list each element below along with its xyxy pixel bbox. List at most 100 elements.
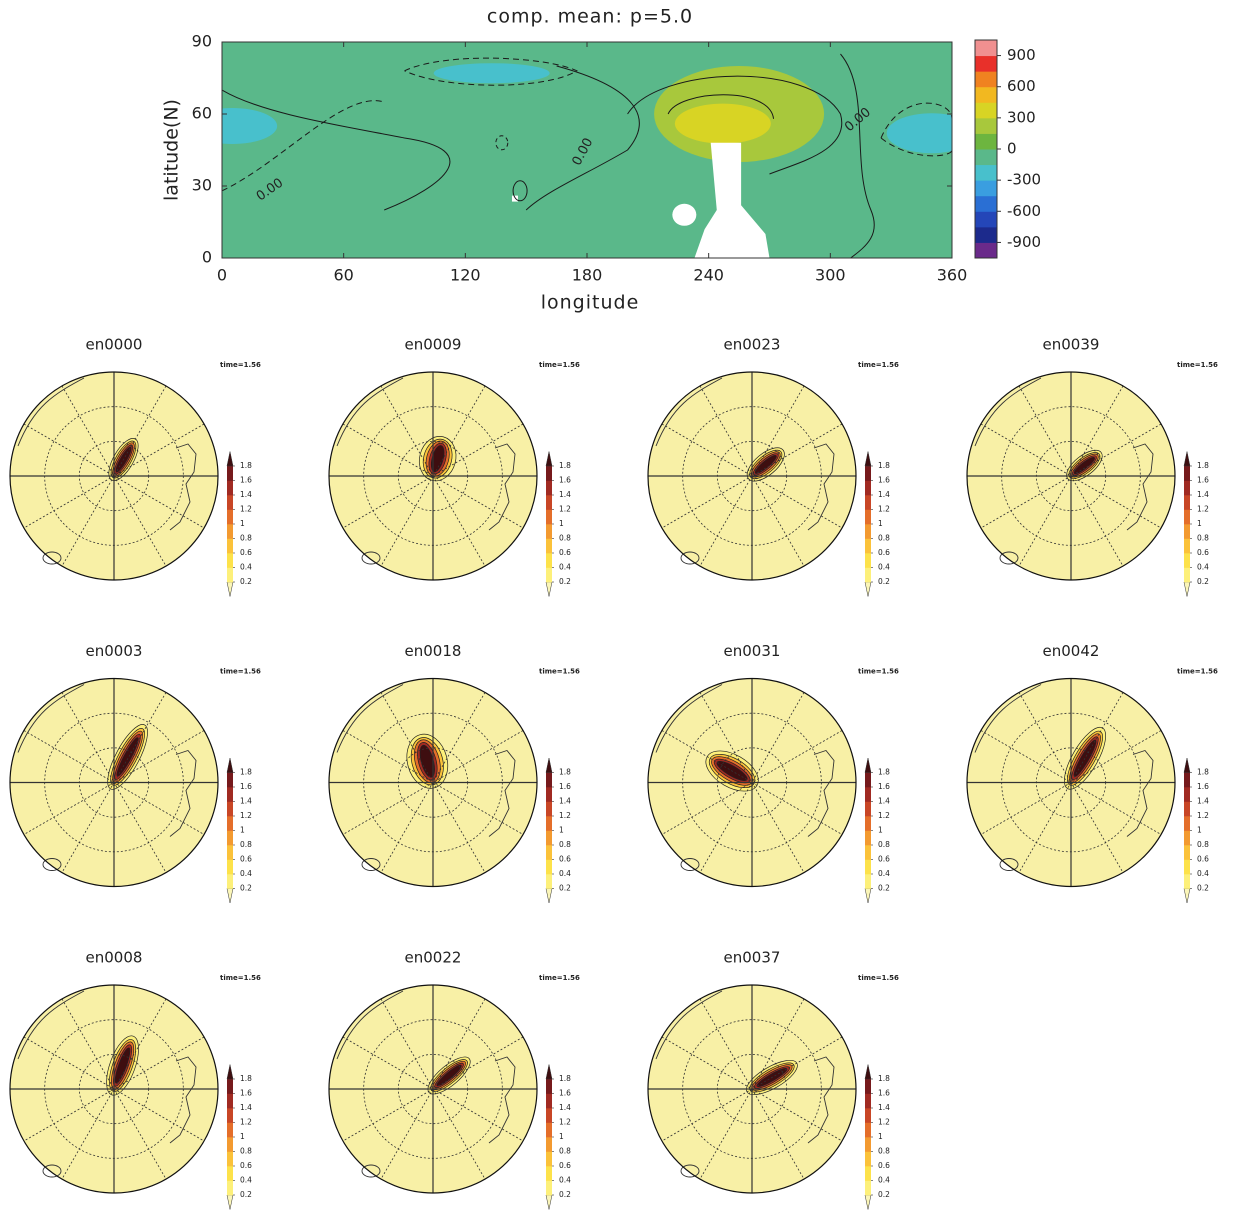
colorbar-swatch (975, 102, 997, 118)
colorbar-swatch (975, 196, 997, 212)
panel-title: en0009 (405, 336, 462, 354)
colorbar-swatch (975, 211, 997, 227)
colorbar-swatch (865, 889, 871, 904)
panel-annotation: time=1.56 (539, 668, 580, 676)
panel-annotation: time=1.56 (220, 361, 261, 369)
colorbar-tick-label: 0.4 (559, 1176, 571, 1185)
colorbar-swatch (1184, 539, 1190, 554)
y-axis-label: latitude(N) (161, 99, 183, 201)
colorbar-swatch (546, 758, 552, 773)
page: comp. mean: p=5.00.000.000.0006012018024… (0, 0, 1240, 1216)
colorbar-tick-label: 0.6 (559, 855, 571, 864)
panel-title: en0008 (86, 949, 143, 967)
colorbar-tick-label: 0.8 (559, 534, 571, 543)
colorbar-tick-label: 1 (240, 826, 245, 835)
colorbar-swatch (227, 539, 233, 554)
colorbar-swatch (546, 1152, 552, 1167)
colorbar-swatch (227, 1152, 233, 1167)
colorbar-tick-label: 1.2 (1197, 811, 1209, 820)
colorbar-swatch (1184, 524, 1190, 539)
colorbar-swatch (865, 1181, 871, 1196)
colorbar-tick-label: 0.8 (559, 1147, 571, 1156)
colorbar-tick-label: 1.4 (240, 490, 252, 499)
colorbar-tick-label: 0.4 (878, 1176, 890, 1185)
colorbar-tick-label: 0 (1007, 140, 1017, 158)
colorbar-swatch (865, 568, 871, 583)
x-tick-label: 120 (450, 266, 481, 285)
colorbar-swatch (546, 874, 552, 889)
colorbar-swatch (865, 466, 871, 481)
colorbar-swatch (1184, 510, 1190, 525)
colorbar-swatch (546, 1094, 552, 1109)
x-tick-label: 300 (815, 266, 846, 285)
colorbar-tick-label: 0.2 (1197, 884, 1209, 893)
colorbar-swatch (865, 510, 871, 525)
colorbar-tick-label: 0.8 (878, 1147, 890, 1156)
colorbar-tick-label: 0.4 (878, 563, 890, 572)
colorbar-swatch (975, 56, 997, 72)
colorbar-tick-label: 1.6 (1197, 476, 1209, 485)
colorbar-tick-label: 1.6 (559, 1089, 571, 1098)
colorbar-tick-label: 1.4 (559, 797, 571, 806)
colorbar-tick-label: 1.8 (240, 1074, 252, 1083)
colorbar-swatch (1184, 452, 1190, 467)
colorbar-swatch (865, 787, 871, 802)
colorbar-swatch (227, 1166, 233, 1181)
panel-title: en0037 (724, 949, 781, 967)
colorbar-tick-label: 0.2 (878, 577, 890, 586)
colorbar-swatch (227, 1094, 233, 1109)
colorbar-tick-label: 600 (1007, 77, 1036, 95)
colorbar-swatch (546, 1079, 552, 1094)
missing-data (512, 196, 518, 202)
field-patch (675, 104, 771, 144)
colorbar-tick-label: 1.2 (878, 1118, 890, 1127)
colorbar-swatch (865, 1166, 871, 1181)
colorbar-swatch (227, 524, 233, 539)
colorbar-tick-label: 1.6 (878, 1089, 890, 1098)
colorbar-swatch (865, 802, 871, 817)
colorbar-tick-label: 0.6 (240, 1161, 252, 1170)
colorbar-tick-label: 1.2 (240, 1118, 252, 1127)
colorbar-swatch (546, 539, 552, 554)
colorbar-swatch (227, 495, 233, 510)
colorbar-swatch (865, 758, 871, 773)
colorbar-swatch (546, 553, 552, 568)
colorbar-tick-label: 1.8 (559, 1074, 571, 1083)
panel-annotation: time=1.56 (858, 668, 899, 676)
colorbar-swatch (227, 1181, 233, 1196)
colorbar-swatch (865, 845, 871, 860)
colorbar-tick-label: 1.6 (559, 476, 571, 485)
colorbar-swatch (546, 889, 552, 904)
colorbar-tick-label: 0.6 (1197, 548, 1209, 557)
colorbar-tick-label: 0.4 (878, 869, 890, 878)
colorbar-swatch (865, 481, 871, 496)
colorbar-swatch (1184, 481, 1190, 496)
colorbar-swatch (1184, 889, 1190, 904)
colorbar-swatch (546, 1108, 552, 1123)
colorbar-swatch (227, 773, 233, 788)
colorbar-swatch (546, 1123, 552, 1138)
colorbar-tick-label: 1.8 (1197, 768, 1209, 777)
colorbar-tick-label: 1.8 (240, 768, 252, 777)
colorbar-tick-label: 1.4 (559, 490, 571, 499)
panel-title: en0039 (1043, 336, 1100, 354)
colorbar-swatch (1184, 787, 1190, 802)
colorbar-tick-label: 1.2 (559, 1118, 571, 1127)
colorbar-swatch (227, 787, 233, 802)
x-tick-label: 0 (217, 266, 227, 285)
colorbar-tick-label: 0.2 (1197, 577, 1209, 586)
colorbar-swatch (546, 816, 552, 831)
colorbar-swatch (865, 553, 871, 568)
panel-annotation: time=1.56 (539, 974, 580, 982)
colorbar-tick-label: 1.8 (1197, 461, 1209, 470)
colorbar-tick-label: 1 (878, 826, 883, 835)
colorbar-swatch (865, 874, 871, 889)
colorbar-swatch (227, 452, 233, 467)
colorbar-tick-label: 1 (878, 1132, 883, 1141)
colorbar-tick-label: 0.2 (878, 884, 890, 893)
colorbar-swatch (865, 773, 871, 788)
colorbar-tick-label: -600 (1007, 202, 1041, 220)
colorbar-swatch (227, 510, 233, 525)
colorbar-swatch (227, 1195, 233, 1210)
colorbar-swatch (865, 831, 871, 846)
